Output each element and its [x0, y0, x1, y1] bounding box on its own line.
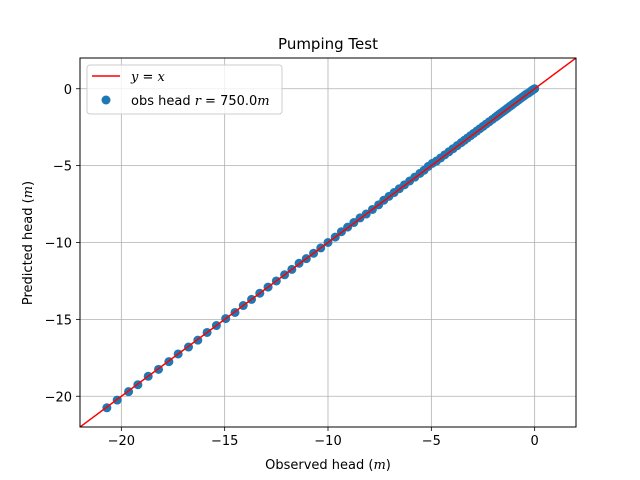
y-tick-label: 0 — [64, 83, 72, 98]
x-tick-label: −20 — [108, 434, 135, 449]
y-tick-label: −15 — [45, 313, 72, 328]
x-tick-label: −15 — [211, 434, 238, 449]
x-tick-label: 0 — [531, 434, 539, 449]
x-tick-label: −5 — [422, 434, 441, 449]
legend-line-label: y = x — [130, 70, 166, 85]
chart-title: Pumping Test — [278, 35, 378, 53]
legend: y = x obs head r = 750.0m — [86, 64, 283, 115]
y-tick-label: −20 — [45, 390, 72, 405]
ticks: −20 −15 −10 −5 0 −20 −15 −10 −5 0 — [45, 83, 539, 449]
legend-scatter-swatch — [101, 95, 111, 105]
y-tick-label: −5 — [53, 160, 72, 175]
legend-box — [86, 64, 283, 115]
identity-line — [80, 58, 576, 427]
y-tick-label: −10 — [45, 237, 72, 252]
x-axis-label: Observed head (m) — [265, 458, 391, 473]
x-tick-label: −10 — [314, 434, 341, 449]
series-layer — [80, 58, 576, 427]
y-axis-label: Predicted head (m) — [21, 181, 36, 305]
legend-scatter-label: obs head r = 750.0m — [131, 94, 270, 109]
